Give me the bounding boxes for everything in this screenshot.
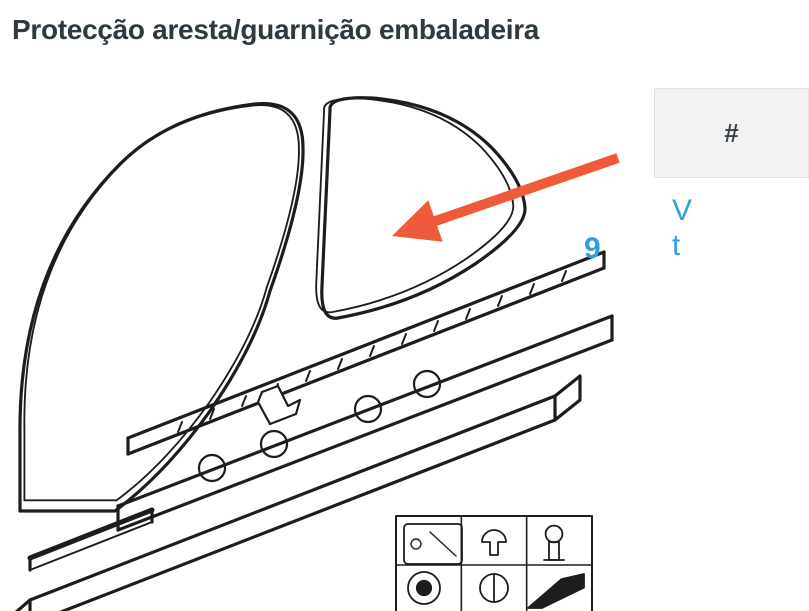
table-cell-partial-bot: t <box>654 226 809 266</box>
parts-table-fragment: # V t <box>654 88 809 266</box>
exploded-diagram <box>0 56 620 611</box>
page-title: Protecção aresta/guarnição embaladeira <box>0 0 809 54</box>
table-header-index: # <box>654 88 809 178</box>
callout-number-9: 9 <box>584 232 601 266</box>
table-cell-partial-top: V <box>654 178 809 226</box>
